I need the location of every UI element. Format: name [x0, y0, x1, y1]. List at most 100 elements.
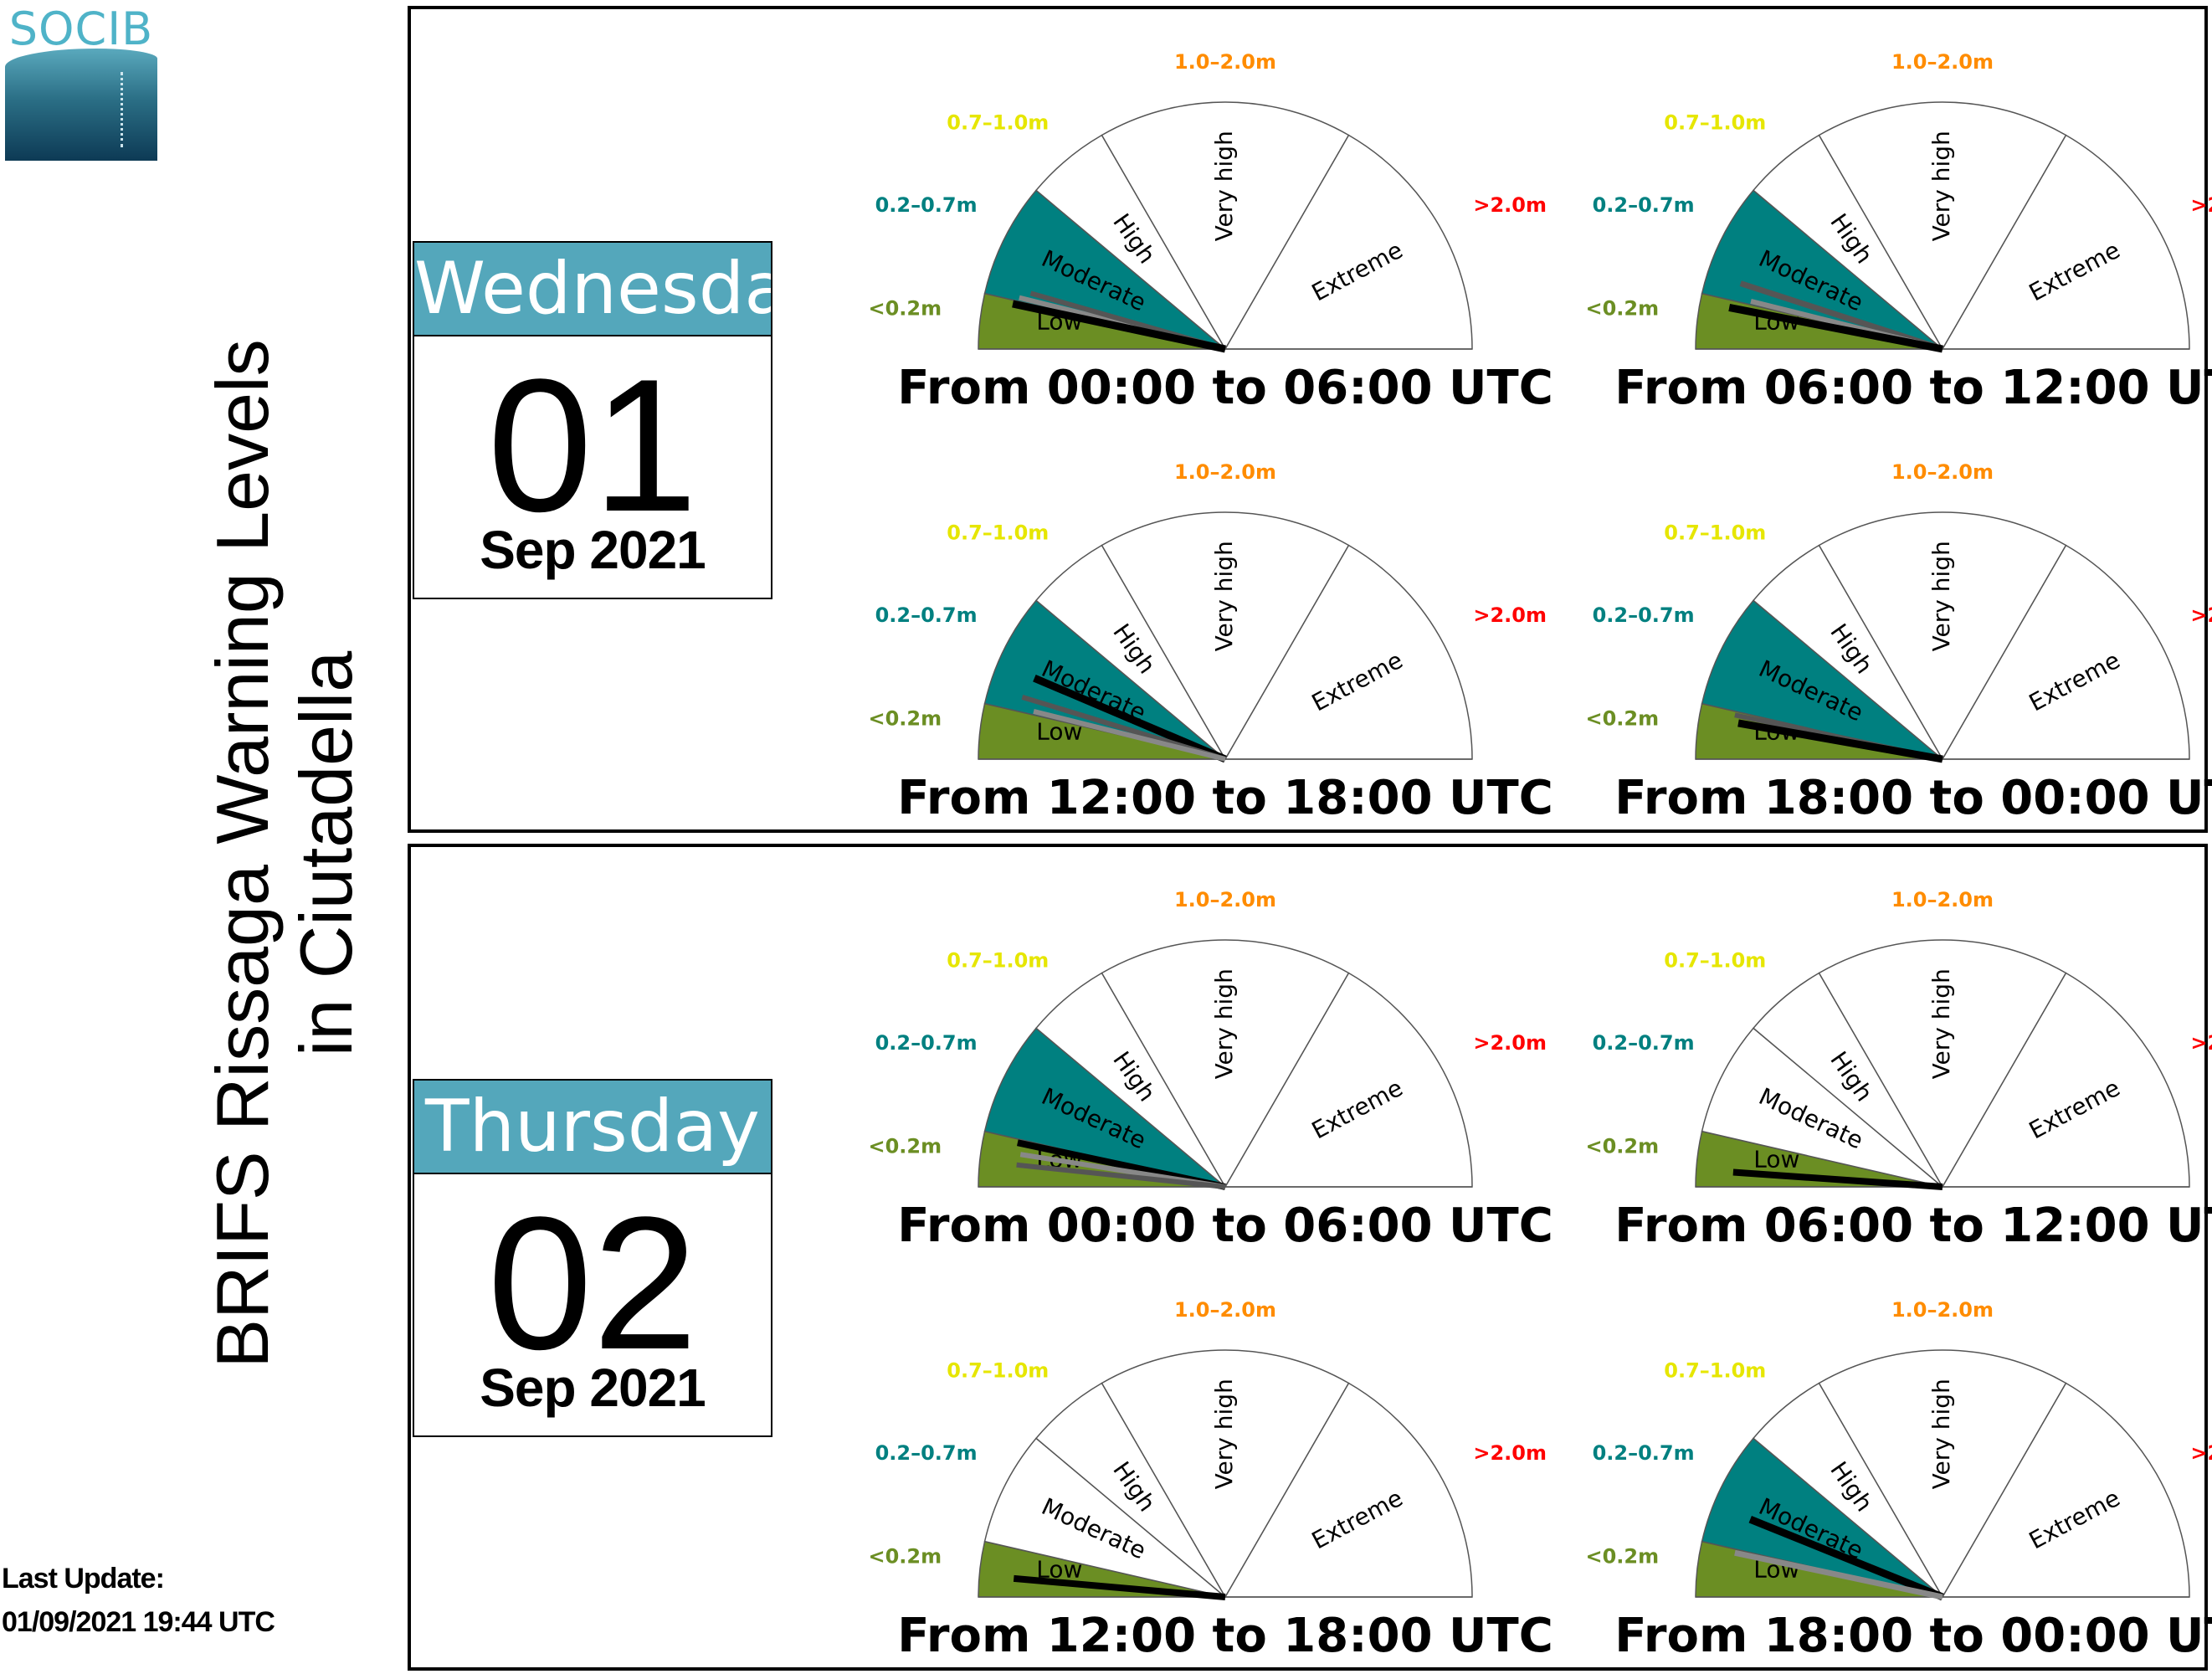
gauge-threshold-label: <0.2m [868, 1134, 942, 1158]
page-title-line2: in Ciutadella [285, 650, 367, 1057]
gauge-threshold-label: 1.0–2.0m [1891, 1298, 1994, 1322]
gauge-needle [1728, 304, 1943, 353]
gauge-sector-extreme [1941, 544, 2190, 760]
page-title: BRIFS Rissaga Warning Levels in Ciutadel… [201, 268, 368, 1440]
gauge-caption: From 06:00 to 12:00 UTC [1614, 361, 2212, 415]
gauge-threshold-label: 1.0–2.0m [1174, 460, 1276, 484]
gauge-needle [1033, 708, 1226, 762]
gauge-level-label: Very high [1927, 541, 1955, 651]
gauge-sector-extreme [1941, 134, 2190, 350]
calendar-month-year: Sep 2021 [480, 520, 706, 580]
gauge-threshold-label: <0.2m [1585, 1544, 1659, 1568]
gauge-sector-moderate [983, 189, 1226, 350]
calendar-card: Thursday 02 Sep 2021 [413, 1079, 772, 1437]
gauge-threshold-label: 0.7–1.0m [1664, 1358, 1766, 1382]
logo-dotted-line [121, 72, 123, 147]
gauge-sector-very-high [1818, 1349, 2067, 1599]
gauge-sector-extreme [1224, 972, 1473, 1188]
gauge-threshold-label: 0.2–0.7m [1593, 1031, 1695, 1055]
gauge-needle [1748, 1516, 1944, 1601]
gauge-sector-very-high [1818, 101, 2067, 351]
gauge-needle [1016, 1162, 1226, 1189]
gauge-threshold-label: >2.0m [1473, 603, 1547, 627]
gauge-sector-extreme [1941, 972, 2190, 1188]
gauge-threshold-label: 0.7–1.0m [947, 521, 1049, 544]
gauge-level-label: Very high [1210, 968, 1238, 1079]
gauge-threshold-label: 0.7–1.0m [947, 948, 1049, 972]
gauge-threshold-label: 1.0–2.0m [1891, 888, 1994, 911]
gauge-needle [1033, 675, 1227, 763]
sidebar: SOCIB BRIFS Rissaga Warning Levels in Ci… [0, 0, 402, 1674]
gauge-threshold-label: 0.7–1.0m [1664, 948, 1766, 972]
last-update-value: 01/09/2021 19:44 UTC [2, 1606, 275, 1638]
gauge-threshold-label: >2.0m [1473, 193, 1547, 217]
gauge-sector-extreme [1224, 1382, 1473, 1598]
gauge-sector-moderate [1701, 189, 1943, 350]
gauge-sector-extreme [1224, 544, 1473, 760]
calendar-day-name: Wednesday [414, 243, 771, 336]
gauge-threshold-label: <0.2m [868, 296, 942, 320]
gauge-caption: From 12:00 to 18:00 UTC [897, 771, 1553, 825]
gauge-threshold-label: 0.2–0.7m [1593, 1441, 1695, 1465]
gauge-level-label: Very high [1210, 1379, 1238, 1489]
gauge-threshold-label: <0.2m [1585, 1134, 1659, 1158]
gauge-level-label: Very high [1210, 541, 1238, 651]
day-panel-wednesday: Wednesday 01 Sep 2021 LowModerateHighVer… [408, 6, 2212, 833]
gauge-sector-very-high [1818, 511, 2067, 761]
gauge-threshold-label: 1.0–2.0m [1174, 1298, 1276, 1322]
gauge-threshold-label: 0.2–0.7m [875, 193, 978, 217]
gauge-caption: From 12:00 to 18:00 UTC [897, 1609, 1553, 1663]
gauge-sector-moderate [1701, 599, 1943, 760]
last-update-label: Last Update: [2, 1563, 165, 1594]
gauge-sector-very-high [1101, 511, 1350, 761]
gauge-level-label: Very high [1927, 1379, 1955, 1489]
gauge-threshold-label: 0.2–0.7m [1593, 603, 1695, 627]
gauge-caption: From 18:00 to 00:00 UTC [1614, 771, 2212, 825]
calendar-day-number: 02 [487, 1177, 698, 1389]
gauge-caption: From 06:00 to 12:00 UTC [1614, 1199, 2212, 1253]
gauge-caption: From 00:00 to 06:00 UTC [897, 1199, 1553, 1253]
calendar-day-name: Thursday [414, 1081, 771, 1174]
gauge-threshold-label: <0.2m [868, 1544, 942, 1568]
gauge-threshold-label: 1.0–2.0m [1891, 460, 1994, 484]
gauge-caption: From 00:00 to 06:00 UTC [897, 361, 1553, 415]
calendar-month-year: Sep 2021 [480, 1358, 706, 1418]
gauge-sector-moderate [1701, 1437, 1943, 1598]
gauge-sector-very-high [1101, 1349, 1350, 1599]
gauge-caption: From 18:00 to 00:00 UTC [1614, 1609, 2212, 1663]
gauge-sector-extreme [1941, 1382, 2190, 1598]
gauge-needle [1732, 1168, 1943, 1190]
page-title-line1: BRIFS Rissaga Warning Levels [201, 339, 284, 1368]
gauge-threshold-label: <0.2m [868, 706, 942, 730]
gauge-level-label: Very high [1927, 968, 1955, 1079]
gauge-threshold-label: >2.0m [2190, 603, 2212, 627]
gauge-needle [1737, 719, 1943, 763]
gauge-sector-very-high [1101, 101, 1350, 351]
gauge-threshold-label: 1.0–2.0m [1174, 888, 1276, 911]
gauge-needle [1013, 1574, 1226, 1600]
gauge-threshold-label: <0.2m [1585, 706, 1659, 730]
gauge-threshold-label: 0.2–0.7m [875, 1441, 978, 1465]
gauge-threshold-label: >2.0m [2190, 1031, 2212, 1055]
day-panel-thursday: Thursday 02 Sep 2021 LowModerateHighVery… [408, 844, 2212, 1671]
gauge-sector-extreme [1224, 134, 1473, 350]
last-update: Last Update: 01/09/2021 19:44 UTC [2, 1557, 275, 1644]
gauge-threshold-label: 0.2–0.7m [1593, 193, 1695, 217]
gauge-needle [1734, 1549, 1943, 1600]
gauge-level-label: Very high [1210, 131, 1238, 241]
logo-wave-icon [5, 49, 157, 161]
socib-logo[interactable]: SOCIB [5, 5, 157, 161]
